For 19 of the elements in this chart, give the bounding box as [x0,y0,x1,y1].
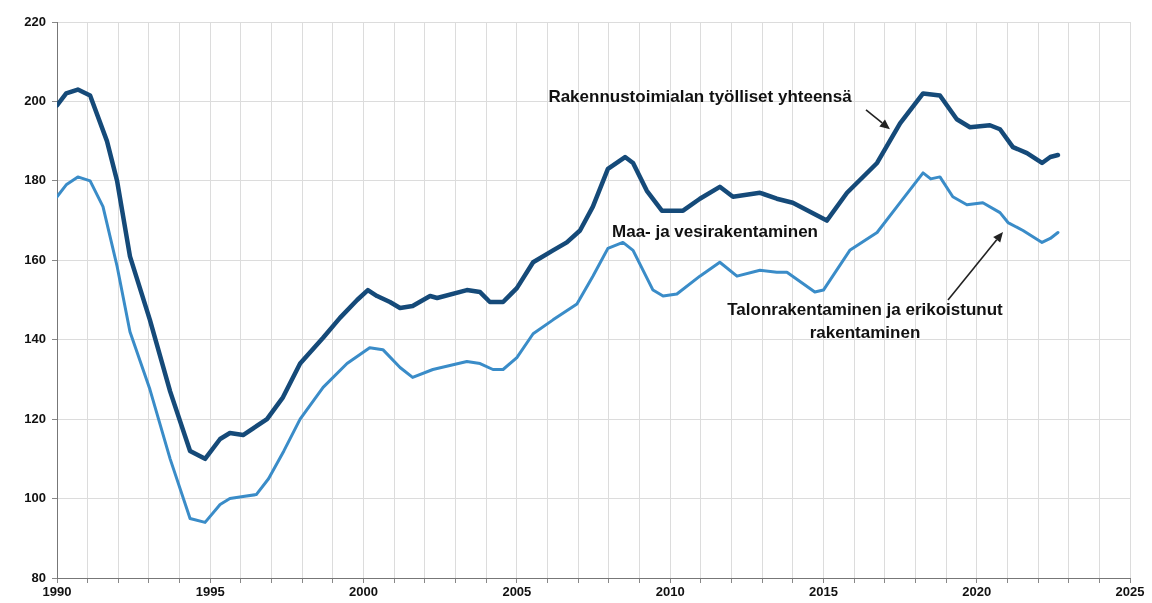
x-tick-label: 2020 [962,584,992,600]
annotation: Maa- ja vesirakentaminen [612,221,818,241]
x-tick-label: 2000 [349,584,379,600]
y-tick-label: 220 [24,13,46,29]
x-tick-label: 2015 [808,584,838,600]
x-tick-label: 2005 [502,584,532,600]
x-tick-label: 2010 [655,584,685,600]
x-tick-label: 1990 [42,584,72,600]
annotation: Talonrakentaminen ja erikoistunut rakentaminen [727,299,1004,342]
y-tick-label: 80 [31,569,46,585]
y-tick-label: 100 [24,490,46,506]
y-tick-label: 200 [24,93,46,109]
y-tick-label: 140 [24,331,46,347]
annotation: Rakennustoimialan työlliset yhteensä [548,86,853,106]
y-tick-label: 120 [24,410,46,426]
y-tick-label: 160 [24,251,46,267]
y-tick-label: 180 [24,172,46,188]
x-tick-label: 1995 [195,584,225,600]
x-tick-label: 2025 [1115,584,1145,600]
